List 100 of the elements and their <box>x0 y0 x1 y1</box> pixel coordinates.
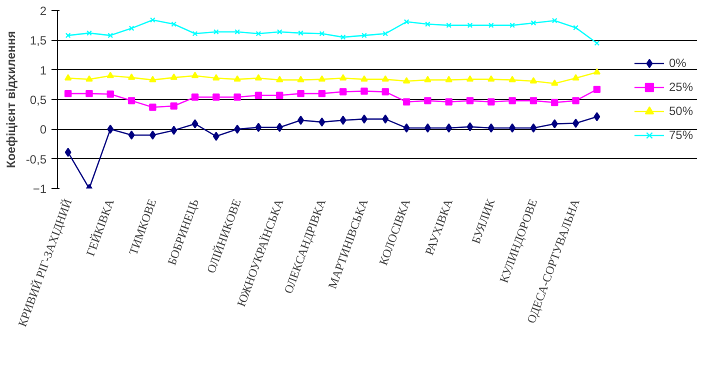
point <box>382 88 389 96</box>
y-tick-label: 1 <box>40 63 47 78</box>
point <box>212 132 220 141</box>
point <box>340 34 346 40</box>
y-tick-label: −1 <box>32 182 47 196</box>
point <box>298 30 304 36</box>
point <box>445 98 452 106</box>
point <box>488 123 494 133</box>
point <box>128 26 134 32</box>
point <box>382 75 389 82</box>
point <box>572 74 580 80</box>
point <box>107 124 114 134</box>
point <box>339 74 347 80</box>
point <box>362 32 367 38</box>
point <box>424 123 431 133</box>
point <box>276 92 284 99</box>
point <box>171 21 177 27</box>
point <box>86 30 92 36</box>
point <box>404 19 410 24</box>
point <box>466 97 474 104</box>
point <box>593 68 601 75</box>
point <box>170 126 178 135</box>
point <box>424 21 430 27</box>
point <box>446 22 452 28</box>
point <box>150 17 156 23</box>
point <box>360 75 368 82</box>
point <box>552 18 558 24</box>
point <box>128 97 136 104</box>
point <box>128 130 135 140</box>
point <box>191 94 199 101</box>
point <box>64 90 72 98</box>
y-tick-label: 0,5 <box>30 93 47 107</box>
point <box>106 90 114 98</box>
point <box>319 30 325 36</box>
point <box>297 90 304 98</box>
point <box>276 76 284 82</box>
point <box>213 29 219 35</box>
point <box>424 76 432 82</box>
point <box>467 22 473 28</box>
y-tick-label: -0,5 <box>26 152 47 166</box>
point <box>510 22 516 28</box>
point <box>551 98 558 106</box>
point <box>509 123 516 133</box>
y-axis-title: Коефіцієнт відхилення <box>4 31 18 168</box>
point <box>402 98 410 106</box>
point <box>191 72 199 78</box>
point <box>339 88 347 96</box>
point <box>488 22 494 28</box>
point <box>212 74 220 80</box>
point <box>446 123 452 133</box>
point <box>64 74 72 80</box>
point <box>192 30 198 36</box>
point <box>212 94 220 101</box>
point <box>360 88 368 95</box>
point <box>466 122 474 132</box>
point <box>530 20 536 26</box>
y-tick-label: 0 <box>40 122 47 137</box>
legend-label: 0% <box>668 56 688 70</box>
point <box>318 75 326 82</box>
point <box>530 97 538 104</box>
point <box>382 114 389 124</box>
point <box>551 79 558 86</box>
point <box>234 75 241 82</box>
point <box>573 24 578 30</box>
y-tick-label: 1,5 <box>30 34 47 48</box>
point <box>360 114 368 124</box>
point <box>254 92 262 99</box>
point <box>530 77 538 84</box>
point <box>234 94 241 101</box>
point <box>276 122 283 132</box>
point <box>86 90 93 98</box>
point <box>530 123 537 133</box>
point <box>551 119 558 128</box>
legend-label: 25% <box>668 80 693 94</box>
y-tick-label: 2 <box>40 4 47 18</box>
point <box>234 29 240 35</box>
point <box>594 112 600 122</box>
point <box>318 90 326 98</box>
point <box>382 30 388 36</box>
point <box>234 124 241 134</box>
legend-label: 75% <box>668 128 693 142</box>
point <box>106 72 114 78</box>
point <box>254 74 262 80</box>
point <box>108 32 114 38</box>
point <box>488 98 495 106</box>
point <box>276 29 282 35</box>
point <box>445 76 452 82</box>
point <box>149 104 156 111</box>
point <box>340 116 346 125</box>
point <box>297 76 304 82</box>
point <box>488 75 495 82</box>
legend-label: 50% <box>668 104 693 118</box>
point <box>402 77 410 84</box>
point <box>424 97 432 104</box>
point <box>466 75 474 82</box>
point <box>256 30 262 36</box>
point <box>508 76 516 82</box>
point <box>149 76 156 82</box>
point <box>128 73 136 80</box>
point <box>192 119 198 128</box>
